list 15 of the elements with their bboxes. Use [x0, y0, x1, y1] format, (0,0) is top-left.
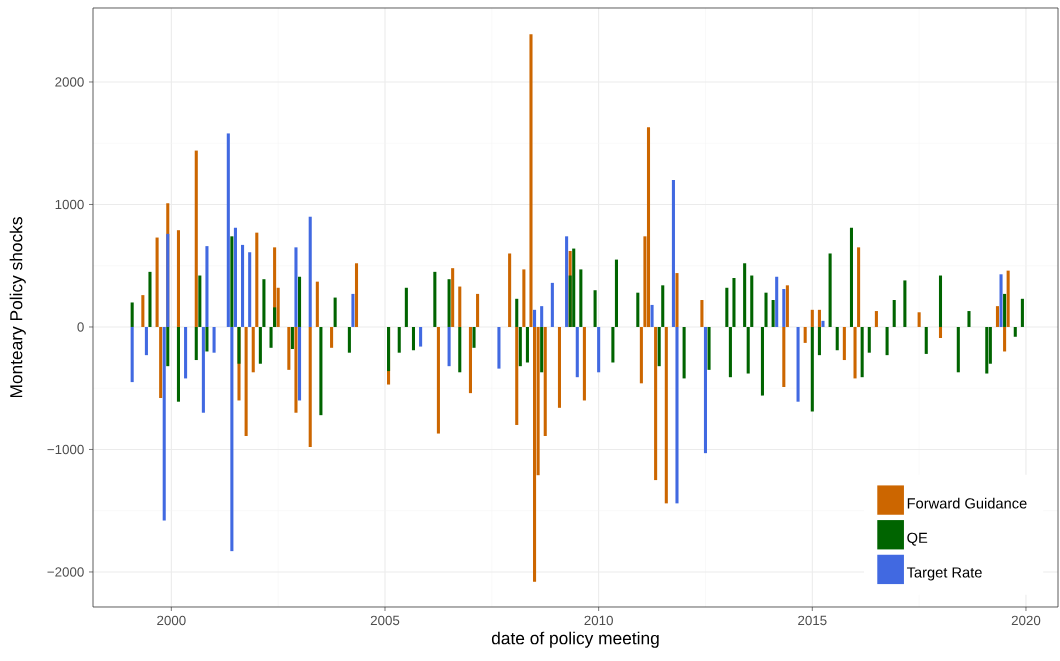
x-axis-title: date of policy meeting: [491, 631, 659, 648]
y-tick-label: 1000: [55, 199, 84, 210]
legend-label: Target Rate: [906, 567, 982, 581]
y-axis-title: Monteary Policy shocks: [9, 217, 26, 398]
y-tick-label: 2000: [55, 77, 84, 87]
y-tick-label: −2000: [47, 567, 84, 577]
legend-label: Forward Guidance: [907, 497, 1027, 509]
x-tick-label: 2010: [584, 615, 613, 626]
legend-label: QE: [907, 532, 928, 546]
x-tick-label: 2020: [1011, 615, 1041, 626]
x-tick-label: 2005: [370, 615, 400, 626]
y-tick-label: 0: [77, 322, 84, 332]
x-tick-label: 2015: [798, 615, 827, 626]
x-tick-label: 2000: [157, 615, 186, 626]
y-tick-label: −1000: [47, 444, 84, 455]
